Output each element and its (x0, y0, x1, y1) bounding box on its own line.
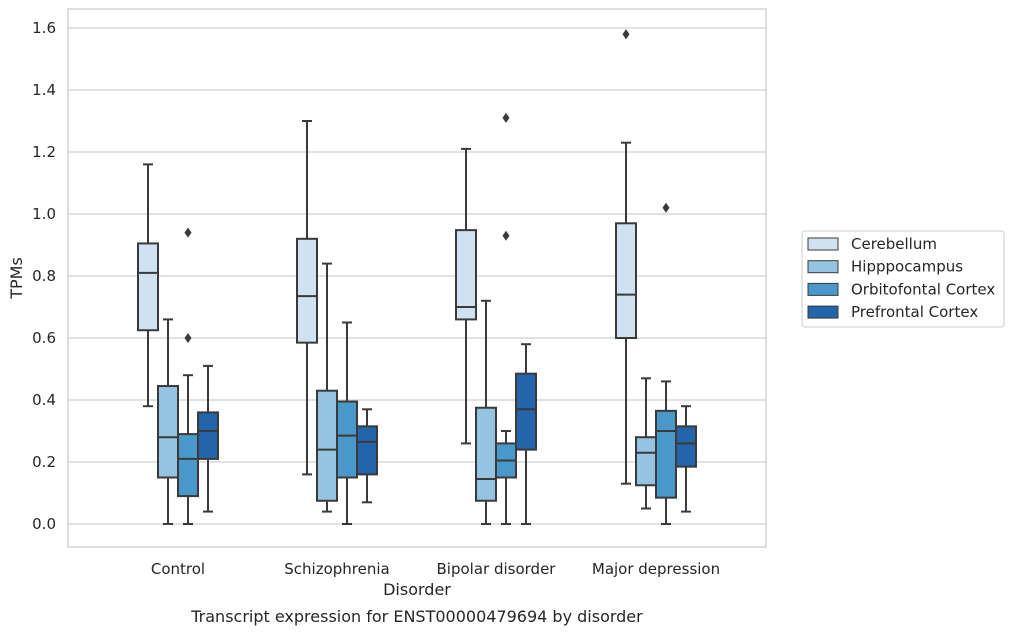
x-tick-control: Control (151, 560, 205, 578)
iqr-box (157, 385, 179, 479)
y-axis-label: TPMs (7, 257, 26, 300)
plot-area-frame (67, 8, 767, 548)
box-prefrontal-cortex-schizophrenia (356, 408, 378, 504)
legend: Cerebellum Hipppocampus Orbitofontal Corte… (801, 230, 1005, 328)
iqr-box (675, 425, 697, 468)
iqr-box (137, 242, 159, 332)
box-prefrontal-cortex-major-depression (675, 405, 697, 513)
iqr-box (515, 372, 537, 451)
legend-swatch-hipppocampus (807, 260, 839, 274)
y-tick-0.0: 0.0 (32, 515, 56, 533)
outlier-point (662, 202, 670, 213)
box-cerebellum-control (137, 163, 159, 408)
legend-swatch-orbitofontal-cortex (807, 282, 839, 296)
box-orbitofontal-cortex-schizophrenia (336, 321, 358, 525)
iqr-box (197, 411, 219, 460)
legend-label-prefrontal-cortex: Prefrontal Cortex (851, 303, 978, 321)
iqr-box (655, 409, 677, 499)
box-groups (137, 29, 697, 525)
x-axis-label: Disorder (383, 580, 451, 599)
box-cerebellum-bipolar-disorder (455, 147, 477, 445)
iqr-box (296, 237, 318, 344)
box-hipppocampus-bipolar-disorder (475, 299, 497, 525)
iqr-box (455, 229, 477, 321)
legend-frame (801, 230, 1005, 328)
y-tick-labels: 0.0 0.2 0.4 0.6 0.8 1.0 1.2 1.4 1.6 (32, 19, 56, 533)
box-cerebellum-schizophrenia (296, 120, 318, 476)
iqr-box (316, 389, 338, 502)
y-tick-0.2: 0.2 (32, 453, 56, 471)
legend-swatch-prefrontal-cortex (807, 305, 839, 319)
outlier-point (622, 29, 630, 40)
x-tick-schizophrenia: Schizophrenia (284, 560, 389, 578)
legend-label-cerebellum: Cerebellum (851, 235, 937, 253)
x-tick-major-depression: Major depression (592, 560, 720, 578)
outlier-point (184, 333, 192, 343)
outlier-point (502, 230, 510, 241)
legend-swatch-cerebellum (807, 237, 839, 251)
box-prefrontal-cortex-bipolar-disorder (515, 343, 537, 525)
y-tick-1.6: 1.6 (32, 19, 56, 37)
y-tick-1.2: 1.2 (32, 143, 56, 161)
x-tick-bipolar-disorder: Bipolar disorder (437, 560, 557, 578)
box-orbitofontal-cortex-control (177, 227, 199, 525)
y-tick-1.0: 1.0 (32, 205, 56, 223)
box-cerebellum-major-depression (615, 29, 637, 485)
iqr-box (177, 433, 199, 498)
box-hipppocampus-control (157, 318, 179, 525)
y-tick-1.4: 1.4 (32, 81, 56, 99)
outlier-point (502, 112, 510, 123)
x-tick-labels: Control Schizophrenia Bipolar disorder Majo… (151, 560, 720, 578)
legend-label-orbitofontal-cortex: Orbitofontal Cortex (851, 280, 995, 298)
iqr-box (336, 400, 358, 479)
y-tick-0.6: 0.6 (32, 329, 56, 347)
y-tick-0.8: 0.8 (32, 267, 56, 285)
iqr-box (615, 222, 637, 339)
box-orbitofontal-cortex-bipolar-disorder (495, 112, 517, 525)
chart-caption: Transcript expression for ENST0000047969… (190, 607, 643, 626)
iqr-box (356, 425, 378, 476)
iqr-box (475, 406, 497, 502)
box-prefrontal-cortex-control (197, 364, 219, 513)
y-tick-0.4: 0.4 (32, 391, 56, 409)
outlier-point (184, 227, 192, 238)
legend-label-hipppocampus: Hipppocampus (851, 258, 963, 276)
iqr-box (635, 436, 657, 487)
